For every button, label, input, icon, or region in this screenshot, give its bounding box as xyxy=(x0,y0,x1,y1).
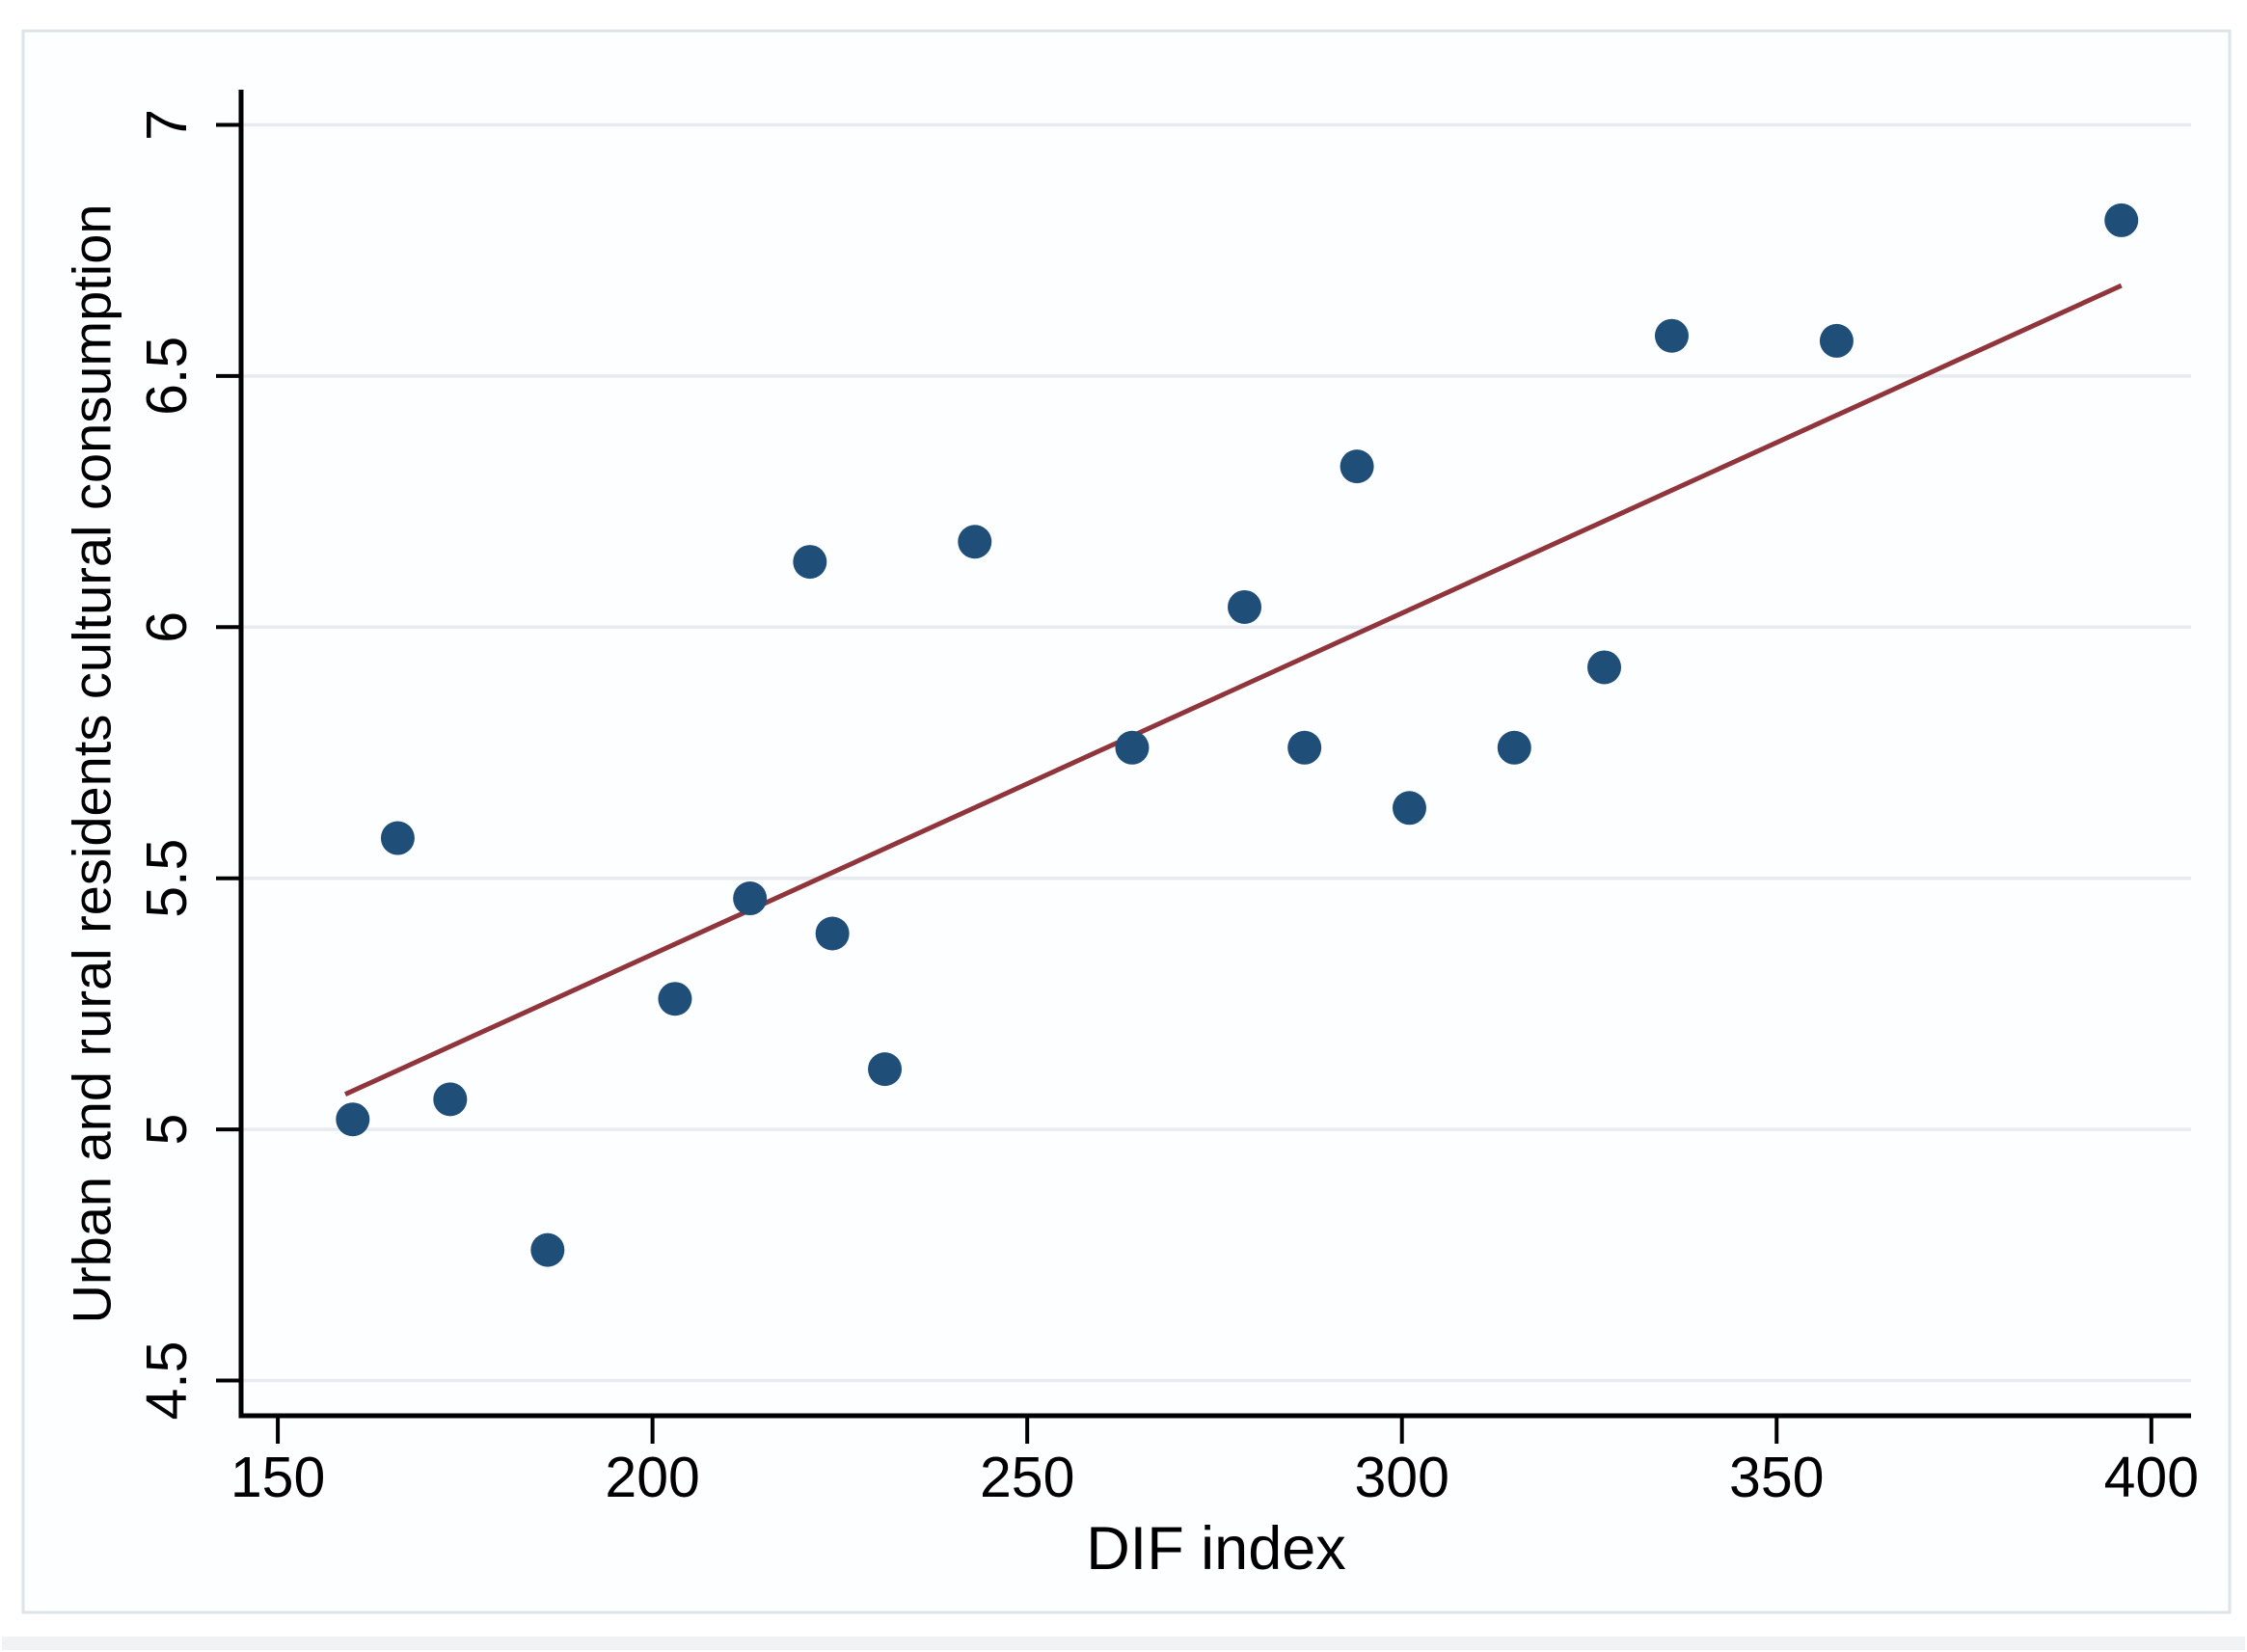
data-point-3 xyxy=(530,1232,565,1267)
data-point-8 xyxy=(868,1052,903,1087)
data-point-7 xyxy=(815,916,850,951)
data-point-1 xyxy=(380,821,415,855)
data-point-6 xyxy=(793,545,827,580)
y-tick-label-5.5: 5.5 xyxy=(135,839,199,918)
data-point-5 xyxy=(733,881,768,916)
data-point-2 xyxy=(433,1082,468,1117)
x-tick-label-300: 300 xyxy=(1354,1446,1448,1509)
data-point-12 xyxy=(1287,730,1322,765)
x-tick-label-350: 350 xyxy=(1729,1446,1824,1509)
y-tick-label-4.5: 4.5 xyxy=(135,1341,199,1421)
x-tick-label-400: 400 xyxy=(2104,1446,2199,1509)
data-point-14 xyxy=(1392,791,1426,826)
data-point-9 xyxy=(958,525,992,559)
x-tick-label-200: 200 xyxy=(605,1446,699,1509)
x-tick-label-250: 250 xyxy=(980,1446,1074,1509)
x-tick-label-150: 150 xyxy=(230,1446,325,1509)
data-point-18 xyxy=(1819,323,1854,358)
fit-line xyxy=(343,283,2123,1097)
data-point-13 xyxy=(1340,449,1374,484)
data-point-15 xyxy=(1497,730,1531,765)
y-tick-label-7: 7 xyxy=(135,109,199,141)
data-point-10 xyxy=(1115,730,1150,765)
y-axis-title: Urban and rural residents cultural consu… xyxy=(61,203,122,1324)
y-tick-label-5: 5 xyxy=(135,1114,199,1146)
data-point-19 xyxy=(2104,203,2139,237)
data-point-0 xyxy=(336,1102,370,1137)
y-tick-label-6.5: 6.5 xyxy=(135,337,199,416)
figure-border xyxy=(21,29,2232,1614)
y-tick-label-6: 6 xyxy=(135,611,199,643)
data-point-17 xyxy=(1654,318,1689,353)
figure-bottom-edge xyxy=(2,1637,2245,1650)
data-point-16 xyxy=(1587,650,1622,685)
x-axis-title: DIF index xyxy=(1086,1515,1346,1583)
data-point-11 xyxy=(1228,589,1262,624)
data-point-4 xyxy=(658,982,692,1016)
